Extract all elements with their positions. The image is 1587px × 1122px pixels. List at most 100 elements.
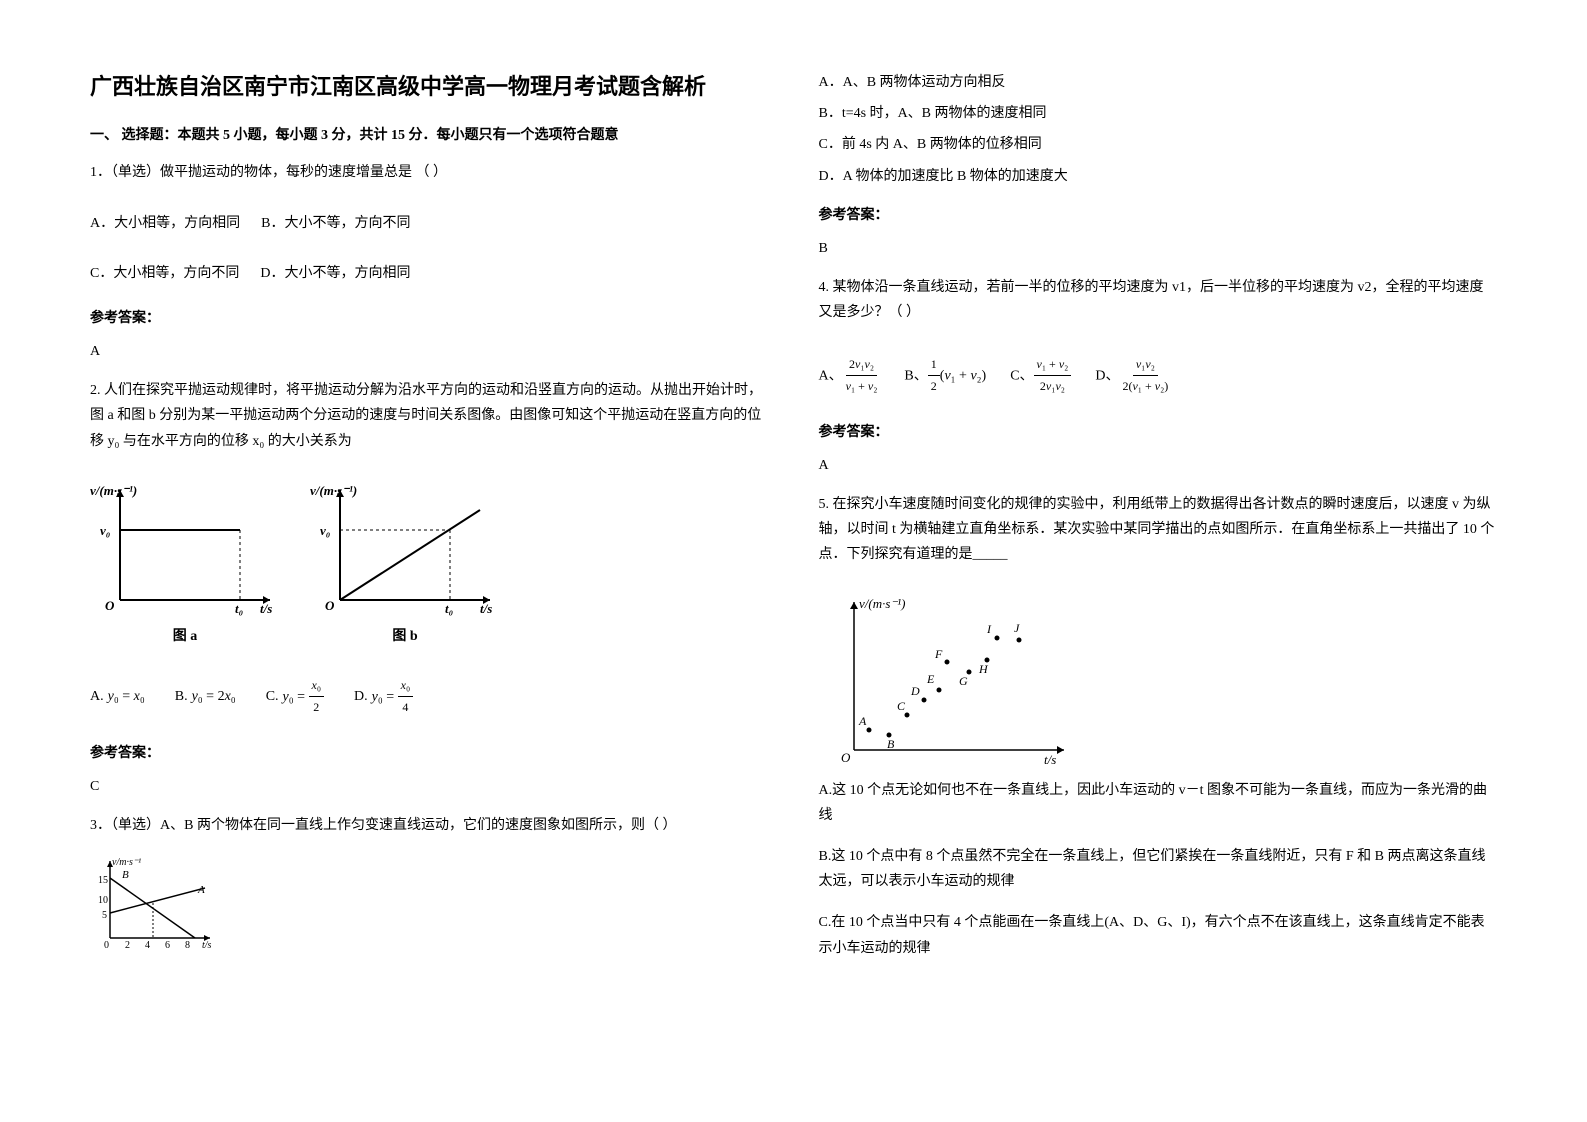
q4-text: 4. 某物体沿一条直线运动，若前一半的位移的平均速度为 v1，后一半位移的平均速… [819, 275, 1498, 325]
q2-opt-a-formula: y₀ = x₀ [108, 684, 145, 709]
svg-text:v/(m·s⁻¹): v/(m·s⁻¹) [310, 483, 357, 498]
q4-opt-c-content: C、v₁ + v₂2v₁v₂ [1010, 354, 1071, 398]
left-column: 广西壮族自治区南宁市江南区高级中学高一物理月考试题含解析 一、 选择题：本题共 … [90, 70, 769, 1052]
svg-text:t/s: t/s [1044, 752, 1056, 767]
svg-text:10: 10 [98, 895, 108, 906]
q3-answer-label: 参考答案： [819, 203, 1498, 228]
svg-text:B: B [122, 869, 129, 881]
right-column: A．A、B 两物体运动方向相反 B．t=4s 时，A、B 两物体的速度相同 C．… [819, 70, 1498, 1052]
svg-text:v₀: v₀ [320, 523, 330, 538]
question-5: 5. 在探究小车速度随时间变化的规律的实验中，利用纸带上的数据得出各计数点的瞬时… [819, 492, 1498, 568]
q3-answer: B [819, 236, 1498, 261]
svg-text:J: J [1014, 621, 1020, 635]
svg-text:A: A [858, 714, 867, 728]
q2-options: A. y₀ = x₀ B. y₀ = 2x₀ C. y₀ = x₀2 D. y₀… [90, 675, 769, 719]
svg-text:5: 5 [102, 910, 107, 921]
svg-text:B: B [887, 737, 895, 751]
q1-options-row2: C．大小相等，方向不同 D．大小不等，方向相同 [90, 261, 769, 286]
svg-text:F: F [934, 647, 943, 661]
question-3: 3．（单选）A、B 两个物体在同一直线上作匀变速直线运动，它们的速度图象如图所示… [90, 813, 769, 838]
svg-text:C: C [897, 699, 906, 713]
q5-opt-b: B.这 10 个点中有 8 个点虽然不完全在一条直线上，但它们紧挨在一条直线附近… [819, 844, 1498, 894]
q5-opt-c: C.在 10 个点当中只有 4 个点能画在一条直线上(A、D、G、I)，有六个点… [819, 910, 1498, 960]
svg-text:t/s: t/s [260, 601, 272, 616]
q3-opt-c: C．前 4s 内 A、B 两物体的位移相同 [819, 132, 1498, 157]
q2-answer-label: 参考答案： [90, 741, 769, 766]
q2-text: 2. 人们在探究平抛运动规律时，将平抛运动分解为沿水平方向的运动和沿竖直方向的运… [90, 378, 769, 454]
svg-text:v/(m·s⁻¹): v/(m·s⁻¹) [859, 596, 906, 611]
svg-text:I: I [986, 622, 992, 636]
figure-b-chart: v/(m·s⁻¹) v₀ O t₀ t/s [310, 480, 500, 620]
q4-answer: A [819, 453, 1498, 478]
svg-text:2: 2 [125, 940, 130, 951]
q1-opt-d: D．大小不等，方向相同 [260, 266, 410, 281]
q4-opt-b: B、12(v₁ + v₂) [904, 354, 986, 398]
q1-opt-c: C．大小相等，方向不同 [90, 266, 239, 281]
q4-answer-label: 参考答案： [819, 420, 1498, 445]
svg-text:6: 6 [165, 940, 170, 951]
question-4: 4. 某物体沿一条直线运动，若前一半的位移的平均速度为 v1，后一半位移的平均速… [819, 275, 1498, 325]
q5-chart: v/(m·s⁻¹) O t/s A B C D E F G H I J [819, 590, 1079, 770]
q2-opt-a: A. y₀ = x₀ [90, 684, 145, 709]
svg-text:t₀: t₀ [445, 601, 453, 616]
svg-text:v/m·s⁻¹: v/m·s⁻¹ [112, 857, 141, 868]
document-title: 广西壮族自治区南宁市江南区高级中学高一物理月考试题含解析 [90, 70, 769, 103]
q4-opt-a-content: A、2v₁v₂v₁ + v₂ [819, 354, 881, 398]
q1-answer: A [90, 339, 769, 364]
q1-opt-a: A．大小相等，方向相同 [90, 216, 240, 231]
svg-text:t/s: t/s [480, 601, 492, 616]
q2-opt-c-formula: y₀ = x₀2 [283, 675, 325, 719]
svg-text:G: G [959, 674, 968, 688]
figure-a-box: v/(m·s⁻¹) v₀ O t₀ t/s 图 a [90, 480, 280, 649]
svg-text:t/s: t/s [202, 940, 212, 951]
figure-b-box: v/(m·s⁻¹) v₀ O t₀ t/s 图 b [310, 480, 500, 649]
question-1: 1．（单选）做平抛运动的物体，每秒的速度增量总是 （ ） [90, 160, 769, 185]
figure-a-chart: v/(m·s⁻¹) v₀ O t₀ t/s [90, 480, 280, 620]
q3-opt-d: D．A 物体的加速度比 B 物体的加速度大 [819, 164, 1498, 189]
q4-opt-c: C、v₁ + v₂2v₁v₂ [1010, 354, 1071, 398]
q1-options-row1: A．大小相等，方向相同 B．大小不等，方向不同 [90, 211, 769, 236]
svg-text:E: E [926, 672, 935, 686]
q1-answer-label: 参考答案： [90, 306, 769, 331]
q2-opt-c-prefix: C. [266, 684, 279, 709]
q5-text: 5. 在探究小车速度随时间变化的规律的实验中，利用纸带上的数据得出各计数点的瞬时… [819, 492, 1498, 568]
svg-text:v₀: v₀ [100, 523, 110, 538]
q4-opt-b-content: B、12(v₁ + v₂) [904, 354, 986, 398]
q2-opt-d-prefix: D. [354, 684, 368, 709]
q3-opt-b: B．t=4s 时，A、B 两物体的速度相同 [819, 101, 1498, 126]
q3-opt-a: A．A、B 两物体运动方向相反 [819, 70, 1498, 95]
q2-opt-b: B. y₀ = 2x₀ [175, 684, 236, 709]
q2-opt-c: C. y₀ = x₀2 [266, 675, 324, 719]
svg-text:4: 4 [145, 940, 150, 951]
fig-a-label: 图 a [173, 624, 198, 649]
q4-options: A、2v₁v₂v₁ + v₂ B、12(v₁ + v₂) C、v₁ + v₂2v… [819, 354, 1498, 398]
q1-opt-b: B．大小不等，方向不同 [261, 216, 410, 231]
svg-text:O: O [105, 598, 115, 613]
svg-text:0: 0 [104, 940, 109, 951]
q5-opt-a: A.这 10 个点无论如何也不在一条直线上，因此小车运动的 v－t 图象不可能为… [819, 778, 1498, 828]
q4-opt-d-content: D、v₁v₂2(v₁ + v₂) [1095, 354, 1171, 398]
q3-text: 3．（单选）A、B 两个物体在同一直线上作匀变速直线运动，它们的速度图象如图所示… [90, 813, 769, 838]
svg-text:8: 8 [185, 940, 190, 951]
svg-text:v/(m·s⁻¹): v/(m·s⁻¹) [90, 483, 137, 498]
svg-text:A: A [197, 884, 205, 896]
q2-answer: C [90, 774, 769, 799]
svg-text:H: H [978, 662, 989, 676]
question-2: 2. 人们在探究平抛运动规律时，将平抛运动分解为沿水平方向的运动和沿竖直方向的运… [90, 378, 769, 454]
q1-text: 1．（单选）做平抛运动的物体，每秒的速度增量总是 （ ） [90, 160, 769, 185]
svg-text:t₀: t₀ [235, 601, 243, 616]
q4-opt-d: D、v₁v₂2(v₁ + v₂) [1095, 354, 1171, 398]
svg-text:D: D [910, 684, 920, 698]
q2-figures: v/(m·s⁻¹) v₀ O t₀ t/s 图 a v/(m·s⁻¹) v₀ O… [90, 480, 769, 649]
q4-opt-a: A、2v₁v₂v₁ + v₂ [819, 354, 881, 398]
q2-opt-b-prefix: B. [175, 684, 188, 709]
q3-chart: 15 10 5 0 2 4 6 8 t/s v/m·s⁻¹ B A [90, 853, 220, 953]
q2-opt-d: D. y₀ = x₀4 [354, 675, 413, 719]
q2-opt-b-formula: y₀ = 2x₀ [192, 684, 236, 709]
svg-text:O: O [325, 598, 335, 613]
svg-text:15: 15 [98, 875, 108, 886]
svg-text:O: O [841, 750, 851, 765]
q2-opt-a-prefix: A. [90, 684, 104, 709]
section-header: 一、 选择题：本题共 5 小题，每小题 3 分，共计 15 分．每小题只有一个选… [90, 123, 769, 148]
q2-opt-d-formula: y₀ = x₀4 [372, 675, 414, 719]
